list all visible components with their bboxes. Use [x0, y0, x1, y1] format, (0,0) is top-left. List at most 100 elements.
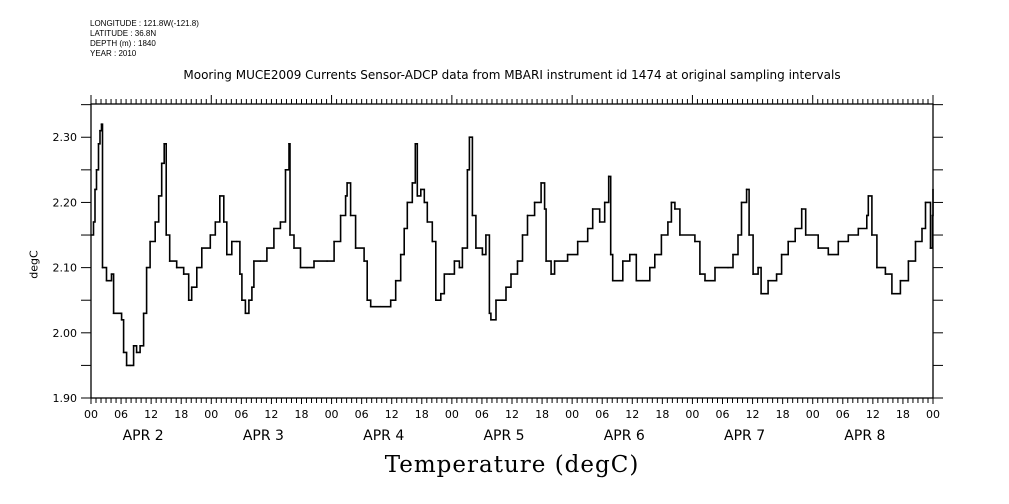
- data-point: [299, 266, 302, 269]
- data-point: [621, 260, 624, 262]
- data-point: [379, 305, 382, 308]
- data-point: [501, 299, 504, 302]
- data-point: [289, 234, 291, 236]
- data-point: [667, 221, 669, 223]
- data-point: [521, 234, 524, 236]
- data-point: [924, 201, 927, 204]
- data-point: [714, 266, 716, 269]
- data-point: [760, 292, 762, 295]
- data-point: [175, 266, 178, 269]
- data-point: [635, 279, 638, 282]
- data-point: [591, 208, 594, 210]
- data-point: [369, 305, 372, 308]
- data-point: [99, 129, 101, 132]
- data-point: [154, 221, 156, 223]
- data-point: [157, 195, 160, 197]
- data-point: [757, 266, 759, 269]
- x-tick-label: 06: [355, 408, 369, 421]
- data-point: [649, 266, 651, 269]
- data-point: [931, 214, 934, 217]
- data-point: [891, 292, 893, 295]
- data-point: [674, 208, 676, 210]
- data-point: [239, 273, 241, 275]
- data-point: [266, 247, 268, 249]
- data-point: [603, 201, 606, 204]
- x-day-label: APR 6: [604, 428, 645, 444]
- x-tick-label: 18: [776, 408, 790, 421]
- y-tick-label: 1.90: [53, 392, 78, 405]
- data-point: [414, 142, 417, 145]
- data-point: [349, 214, 352, 217]
- data-point: [306, 266, 308, 269]
- data-point: [90, 234, 92, 236]
- data-point: [586, 227, 589, 230]
- data-point: [837, 240, 840, 243]
- data-point: [495, 299, 497, 302]
- data-point: [488, 312, 491, 315]
- data-point: [411, 182, 414, 184]
- data-point: [907, 260, 910, 262]
- data-point: [399, 253, 402, 256]
- data-point: [914, 240, 917, 243]
- data-point: [253, 260, 255, 262]
- data-point: [740, 201, 743, 204]
- data-point: [679, 234, 681, 236]
- data-point: [543, 208, 546, 210]
- data-point: [125, 364, 128, 367]
- data-point: [618, 279, 621, 282]
- data-point: [611, 279, 614, 282]
- data-point: [598, 221, 601, 223]
- data-point: [363, 260, 365, 262]
- data-point: [694, 240, 696, 243]
- data-point: [566, 253, 569, 256]
- data-point: [727, 266, 729, 269]
- data-point: [110, 273, 113, 275]
- data-point: [129, 364, 131, 367]
- data-point: [794, 227, 796, 230]
- data-point: [440, 292, 442, 295]
- data-point: [787, 240, 789, 243]
- data-point: [132, 345, 135, 347]
- x-tick-label: 06: [114, 408, 128, 421]
- data-point: [288, 142, 290, 145]
- data-point: [899, 279, 902, 282]
- data-point: [884, 273, 887, 275]
- data-point: [471, 214, 474, 217]
- data-point: [526, 214, 529, 217]
- data-point: [419, 188, 422, 191]
- data-point: [699, 273, 701, 275]
- data-point: [932, 188, 934, 191]
- data-point: [800, 208, 803, 210]
- data-point: [120, 318, 123, 321]
- data-point: [259, 260, 262, 262]
- x-tick-label: 00: [445, 408, 459, 421]
- x-tick-label: 12: [385, 408, 399, 421]
- y-tick-label: 2.20: [53, 196, 78, 209]
- x-tick-label: 18: [174, 408, 188, 421]
- data-point: [448, 273, 451, 275]
- data-point: [516, 260, 519, 262]
- x-tick-label: 18: [896, 408, 910, 421]
- data-point: [195, 266, 198, 269]
- data-point: [389, 299, 392, 302]
- y-tick-label: 2.10: [53, 262, 78, 275]
- data-point: [190, 286, 193, 288]
- data-point: [876, 266, 878, 269]
- data-point: [533, 201, 536, 204]
- data-point: [209, 234, 212, 236]
- data-point: [226, 253, 228, 256]
- data-point: [241, 299, 243, 302]
- x-day-label: APR 8: [844, 428, 885, 444]
- longitude-label: LONGITUDE : 121.8W(-121.8): [90, 19, 199, 28]
- plot-frame: [90, 103, 934, 399]
- year-label: YEAR : 2010: [90, 49, 137, 58]
- data-point: [775, 273, 778, 275]
- x-tick-label: 12: [866, 408, 880, 421]
- data-point: [576, 240, 579, 243]
- data-point: [333, 240, 335, 243]
- chart-title: Mooring MUCE2009 Currents Sensor-ADCP da…: [183, 68, 841, 82]
- data-point: [453, 260, 456, 262]
- data-point: [732, 253, 734, 256]
- x-tick-label: 00: [84, 408, 98, 421]
